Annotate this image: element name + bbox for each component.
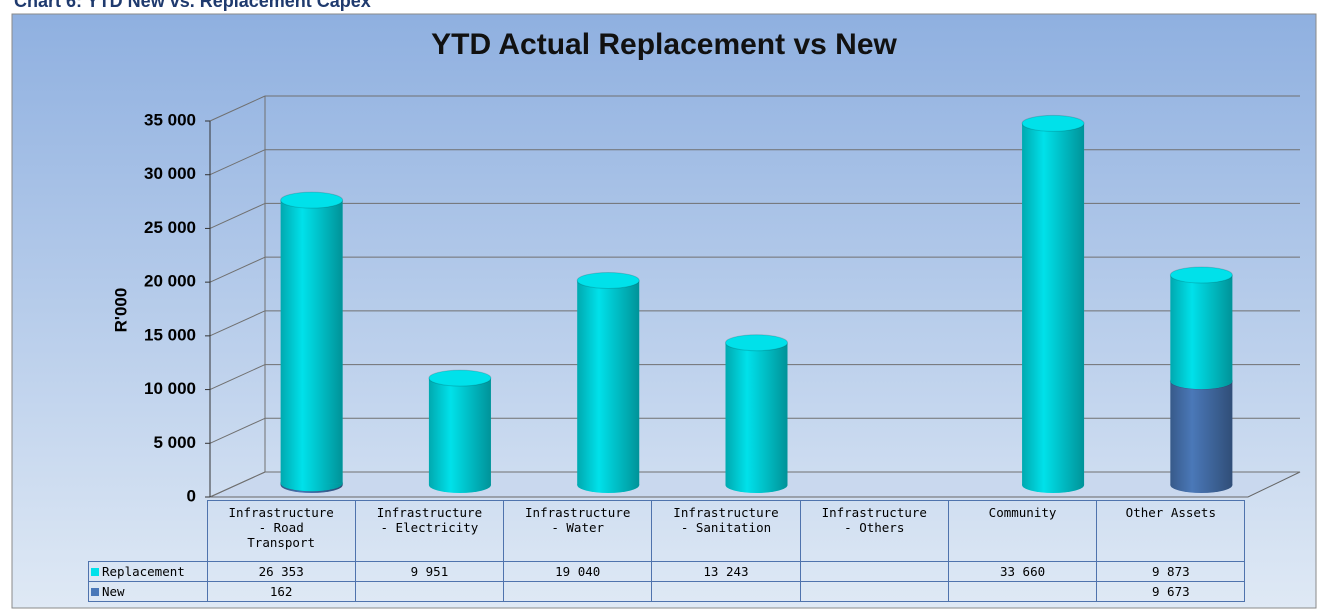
legend-entry: Replacement — [88, 561, 208, 582]
data-label: 9 673 — [1096, 581, 1246, 602]
bar — [1021, 114, 1085, 493]
cylinder-shade — [725, 342, 788, 485]
data-label: 9 951 — [354, 561, 505, 582]
data-label — [799, 581, 949, 602]
bar — [1169, 266, 1233, 390]
grid-line — [209, 310, 266, 337]
cylinder-shade — [280, 200, 343, 484]
x-tick-label: Community — [947, 500, 1098, 562]
data-table: Infrastructure - Road Transport Infrastru… — [88, 500, 1246, 602]
data-label: 26 353 — [206, 561, 356, 582]
grid-line — [209, 149, 266, 176]
chart-title: YTD Actual Replacement vs New — [431, 28, 897, 61]
grid-line — [209, 95, 266, 122]
data-label — [947, 581, 1098, 602]
cylinder-top — [1169, 266, 1233, 284]
y-tick-label: 30 000 — [144, 164, 196, 183]
bar — [576, 271, 640, 493]
cylinder-shade — [577, 280, 640, 485]
corner-cell — [89, 501, 208, 562]
y-tick-label: 0 — [187, 486, 196, 505]
x-tick-label: Infrastructure - Water — [503, 500, 653, 562]
legend-swatch — [91, 588, 99, 596]
cylinder-top — [576, 271, 640, 289]
bar — [428, 369, 492, 493]
y-tick-label: 25 000 — [144, 218, 196, 237]
x-tick-label: Other Assets — [1096, 500, 1246, 562]
data-label: 33 660 — [947, 561, 1098, 582]
grid-line — [209, 364, 266, 391]
y-tick-label: 35 000 — [144, 110, 196, 129]
grid-line — [209, 417, 266, 444]
legend-swatch — [91, 568, 99, 576]
bar — [1169, 372, 1233, 493]
data-label — [503, 581, 653, 602]
legend-label: Replacement — [102, 564, 185, 579]
x-tick-label: Infrastructure - Road Transport — [206, 500, 356, 562]
cylinder-top — [1021, 114, 1085, 132]
data-label — [799, 561, 949, 582]
y-axis-label: R'000 — [111, 288, 130, 333]
table-row: New 162 9 673 — [88, 581, 1246, 602]
data-label: 19 040 — [503, 561, 653, 582]
y-tick-label: 10 000 — [144, 379, 196, 398]
y-tick-label: 20 000 — [144, 272, 196, 291]
cylinder-shade — [1022, 123, 1085, 485]
cylinder-shade — [1170, 275, 1233, 382]
data-label: 9 873 — [1096, 561, 1246, 582]
legend-label: New — [102, 584, 125, 599]
legend-entry: New — [88, 581, 208, 602]
x-tick-label: Infrastructure - Electricity — [354, 500, 505, 562]
cylinder-top — [280, 191, 344, 209]
x-tick-label: Infrastructure - Sanitation — [651, 500, 801, 562]
table-row: Replacement 26 353 9 951 19 040 13 243 33 660… — [88, 561, 1246, 582]
data-label: 13 243 — [651, 561, 801, 582]
cylinder-shade — [1170, 381, 1233, 485]
data-label — [651, 581, 801, 602]
x-tick-label: Infrastructure - Others — [799, 500, 949, 562]
data-label — [354, 581, 505, 602]
table-header-row: Infrastructure - Road Transport Infrastru… — [89, 500, 1246, 562]
bar — [280, 191, 344, 492]
grid-line — [209, 256, 266, 283]
cylinder-top — [428, 369, 492, 387]
grid-line — [209, 471, 266, 498]
grid-line — [209, 202, 266, 229]
header: Chart 6: YTD New vs. Replacement Capex — [14, 0, 371, 11]
bar — [725, 334, 788, 493]
y-tick-label: 15 000 — [144, 325, 196, 344]
data-label: 162 — [206, 581, 356, 602]
cylinder-top — [725, 334, 788, 352]
cylinder-shade — [428, 378, 491, 485]
y-tick-label: 5 000 — [153, 433, 196, 452]
